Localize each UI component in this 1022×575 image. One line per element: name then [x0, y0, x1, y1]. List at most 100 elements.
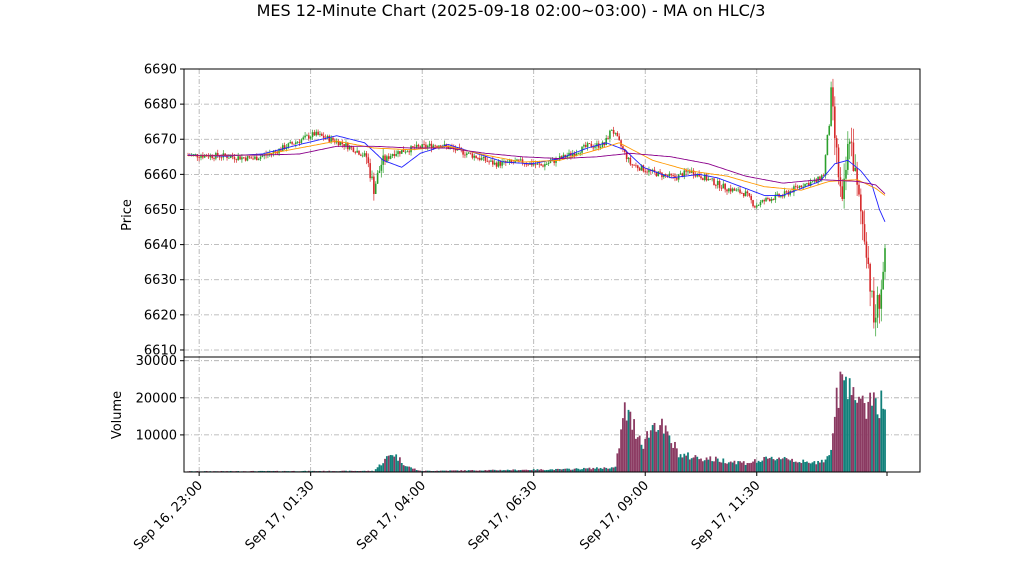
volume-bar [568, 468, 570, 472]
price-y-axis: 6610 6620 6630 6640 6650 6660 6670 6680 6690 [144, 63, 184, 358]
candle-body [830, 87, 832, 126]
volume-bar [776, 458, 779, 472]
candle-body [689, 171, 691, 173]
volume-bar [304, 470, 306, 472]
volume-bar [428, 470, 431, 472]
candle-body [835, 138, 838, 148]
candle-body [426, 145, 429, 148]
volume-bar [700, 458, 702, 472]
candle-body [373, 176, 375, 194]
volume-bar [787, 459, 790, 472]
price-candles [187, 78, 886, 337]
volume-bar [514, 469, 517, 472]
candle-body [625, 151, 628, 160]
candle-body [309, 136, 312, 139]
volume-bar [623, 402, 626, 472]
volume-bar [566, 468, 569, 472]
candle-body [259, 156, 262, 159]
volume-bar [633, 419, 635, 472]
volume-bar [406, 466, 409, 472]
candle-body [233, 157, 236, 160]
candle-body [819, 176, 821, 181]
volume-bar [772, 459, 775, 472]
candle-body [856, 167, 858, 185]
volume-panel-frame [183, 356, 921, 473]
candle-body [315, 131, 318, 136]
volume-bar [545, 469, 548, 472]
candle-body [536, 163, 539, 165]
volume-bar [517, 470, 520, 472]
candle-body [847, 143, 849, 170]
price-tick-label: 6630 [144, 273, 177, 288]
candle-body [622, 146, 624, 149]
candle-body [244, 157, 247, 161]
volume-bar [465, 470, 468, 472]
volume-bar [525, 469, 528, 472]
volume-bar [861, 395, 864, 472]
price-tick-label: 6640 [144, 238, 177, 253]
volume-bar [397, 460, 399, 472]
volume-bars [187, 371, 886, 472]
volume-bar [473, 470, 476, 472]
candle-body [428, 143, 431, 146]
volume-bar [393, 456, 396, 472]
volume-bar [564, 468, 567, 472]
candle-body [514, 161, 516, 163]
volume-bar [828, 455, 831, 472]
candle-body [599, 147, 602, 148]
candle-body [770, 198, 773, 202]
price-tick-label: 6660 [144, 168, 177, 183]
volume-bar [668, 435, 671, 472]
volume-bar [601, 468, 604, 472]
volume-tick-label: 30000 [136, 354, 177, 369]
volume-bar [865, 418, 868, 472]
volume-bar [302, 470, 305, 472]
candle-body [880, 289, 883, 309]
candle-body [687, 171, 689, 173]
candle-body [676, 178, 678, 180]
volume-bar [703, 460, 706, 472]
volume-bar [493, 469, 496, 472]
volume-bar [609, 468, 611, 472]
candle-body [583, 145, 585, 147]
x-axis: Sep 16, 23:00 Sep 17, 01:30 Sep 17, 04:00 S… [131, 472, 888, 553]
candle-body [400, 150, 403, 154]
volume-bar [809, 463, 812, 472]
volume-bar [657, 430, 660, 472]
volume-bar [519, 470, 522, 472]
volume-bar [374, 469, 377, 472]
volume-bar [560, 469, 563, 472]
volume-bar [878, 418, 881, 472]
volume-bar [872, 392, 875, 472]
volume-bar [540, 469, 543, 472]
volume-bar [443, 470, 446, 472]
volume-bar [648, 437, 650, 472]
volume-bar [832, 433, 834, 472]
volume-bar [720, 462, 723, 472]
candle-body [393, 154, 396, 156]
volume-bar [768, 458, 771, 472]
candle-body [746, 191, 749, 194]
moving-average-lines [187, 135, 886, 222]
candle-body [466, 153, 468, 156]
candle-body [850, 141, 853, 143]
candle-body [218, 156, 221, 158]
candle-body [376, 172, 379, 184]
candle-body [365, 153, 368, 158]
volume-bar [750, 462, 753, 472]
volume-bar [659, 425, 662, 472]
candle-body [685, 170, 687, 172]
volume-bar [638, 435, 641, 472]
volume-bar [558, 469, 561, 472]
volume-bar [858, 396, 860, 472]
candle-body [590, 143, 593, 148]
volume-bar [709, 456, 712, 472]
volume-bar [480, 470, 483, 472]
volume-bar [724, 463, 727, 472]
volume-bar [780, 459, 782, 472]
candle-body [878, 294, 881, 309]
candle-body [718, 181, 721, 188]
candle-body [594, 146, 596, 148]
x-tick-label: Sep 17, 06:30 [466, 478, 541, 553]
volume-bar [421, 470, 424, 472]
